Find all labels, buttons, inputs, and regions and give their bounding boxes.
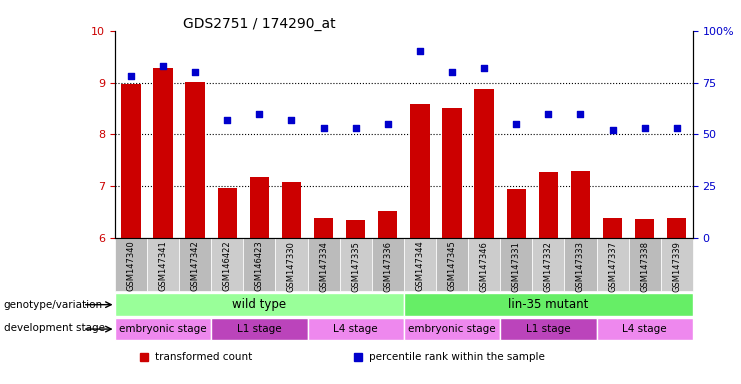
Bar xyxy=(404,318,500,340)
Bar xyxy=(122,84,141,238)
Text: GSM147331: GSM147331 xyxy=(512,241,521,291)
Point xyxy=(671,125,682,131)
Text: GSM147334: GSM147334 xyxy=(319,241,328,291)
Point xyxy=(285,117,297,123)
Bar xyxy=(507,189,526,238)
Text: transformed count: transformed count xyxy=(156,352,253,362)
Bar xyxy=(179,238,211,291)
Point xyxy=(350,125,362,131)
Bar xyxy=(115,318,211,340)
Bar xyxy=(571,171,590,238)
Point xyxy=(446,69,458,75)
Bar xyxy=(532,238,565,291)
Bar xyxy=(218,188,237,238)
Text: embryonic stage: embryonic stage xyxy=(408,324,496,334)
Text: GDS2751 / 174290_at: GDS2751 / 174290_at xyxy=(183,17,336,31)
Text: GSM147336: GSM147336 xyxy=(383,241,392,292)
Text: GSM147346: GSM147346 xyxy=(479,241,488,291)
Text: wild type: wild type xyxy=(232,298,287,311)
Text: embryonic stage: embryonic stage xyxy=(119,324,207,334)
Bar xyxy=(372,238,404,291)
Text: GSM147335: GSM147335 xyxy=(351,241,360,291)
Bar xyxy=(474,89,494,238)
Point xyxy=(125,73,137,79)
Bar xyxy=(411,104,430,238)
Point xyxy=(382,121,393,127)
Bar xyxy=(565,238,597,291)
Point xyxy=(478,65,490,71)
Bar xyxy=(378,210,397,238)
Text: GSM147332: GSM147332 xyxy=(544,241,553,291)
Bar xyxy=(667,218,686,238)
Point xyxy=(222,117,233,123)
Point xyxy=(574,111,586,117)
Text: GSM146423: GSM146423 xyxy=(255,241,264,291)
Bar xyxy=(404,293,693,316)
Bar xyxy=(539,172,558,238)
Text: lin-35 mutant: lin-35 mutant xyxy=(508,298,588,311)
Bar xyxy=(115,238,147,291)
Bar xyxy=(308,238,339,291)
Bar xyxy=(500,238,532,291)
Text: development stage: development stage xyxy=(4,323,104,333)
Bar xyxy=(661,238,693,291)
Point xyxy=(542,111,554,117)
Text: GSM147344: GSM147344 xyxy=(416,241,425,291)
Point xyxy=(253,111,265,117)
Text: L4 stage: L4 stage xyxy=(333,324,378,334)
Bar xyxy=(211,318,308,340)
Bar xyxy=(115,293,404,316)
Bar xyxy=(628,238,661,291)
Text: L1 stage: L1 stage xyxy=(237,324,282,334)
Text: GSM147345: GSM147345 xyxy=(448,241,456,291)
Bar xyxy=(597,318,693,340)
Bar xyxy=(185,81,205,238)
Point xyxy=(157,63,169,69)
Text: GSM147338: GSM147338 xyxy=(640,241,649,292)
Bar xyxy=(468,238,500,291)
Bar xyxy=(243,238,276,291)
Text: GSM147342: GSM147342 xyxy=(190,241,199,291)
Bar xyxy=(276,238,308,291)
Bar xyxy=(442,108,462,238)
Bar xyxy=(282,182,301,238)
Bar xyxy=(635,219,654,238)
Point xyxy=(511,121,522,127)
Bar xyxy=(339,238,372,291)
Bar xyxy=(603,218,622,238)
Text: GSM146422: GSM146422 xyxy=(223,241,232,291)
Bar xyxy=(250,177,269,238)
Bar xyxy=(404,238,436,291)
Text: GSM147330: GSM147330 xyxy=(287,241,296,291)
Text: genotype/variation: genotype/variation xyxy=(4,300,103,310)
Bar xyxy=(597,238,628,291)
Bar xyxy=(211,238,243,291)
Bar xyxy=(436,238,468,291)
Text: GSM147339: GSM147339 xyxy=(672,241,681,291)
Text: GSM147333: GSM147333 xyxy=(576,241,585,292)
Bar xyxy=(147,238,179,291)
Text: L1 stage: L1 stage xyxy=(526,324,571,334)
Text: GSM147340: GSM147340 xyxy=(127,241,136,291)
Point xyxy=(639,125,651,131)
Point xyxy=(189,69,201,75)
Text: GSM147341: GSM147341 xyxy=(159,241,167,291)
Bar xyxy=(314,218,333,238)
Text: percentile rank within the sample: percentile rank within the sample xyxy=(369,352,545,362)
Point xyxy=(414,48,426,55)
Bar xyxy=(346,220,365,238)
Text: GSM147337: GSM147337 xyxy=(608,241,617,292)
Bar xyxy=(308,318,404,340)
Point xyxy=(607,127,619,133)
Bar xyxy=(153,68,173,238)
Text: L4 stage: L4 stage xyxy=(622,324,667,334)
Point xyxy=(318,125,330,131)
Bar xyxy=(500,318,597,340)
